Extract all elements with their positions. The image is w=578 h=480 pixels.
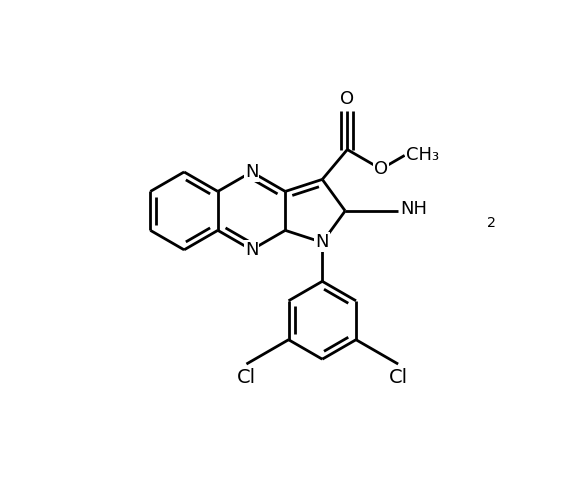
Text: N: N [316,233,329,252]
Text: Cl: Cl [237,368,256,387]
Text: N: N [245,163,258,181]
Text: 2: 2 [487,216,495,229]
Text: NH: NH [401,200,428,218]
Text: CH₃: CH₃ [406,146,439,165]
Text: O: O [340,90,354,108]
Text: Cl: Cl [388,368,407,387]
Text: O: O [374,160,388,178]
Text: N: N [245,241,258,259]
